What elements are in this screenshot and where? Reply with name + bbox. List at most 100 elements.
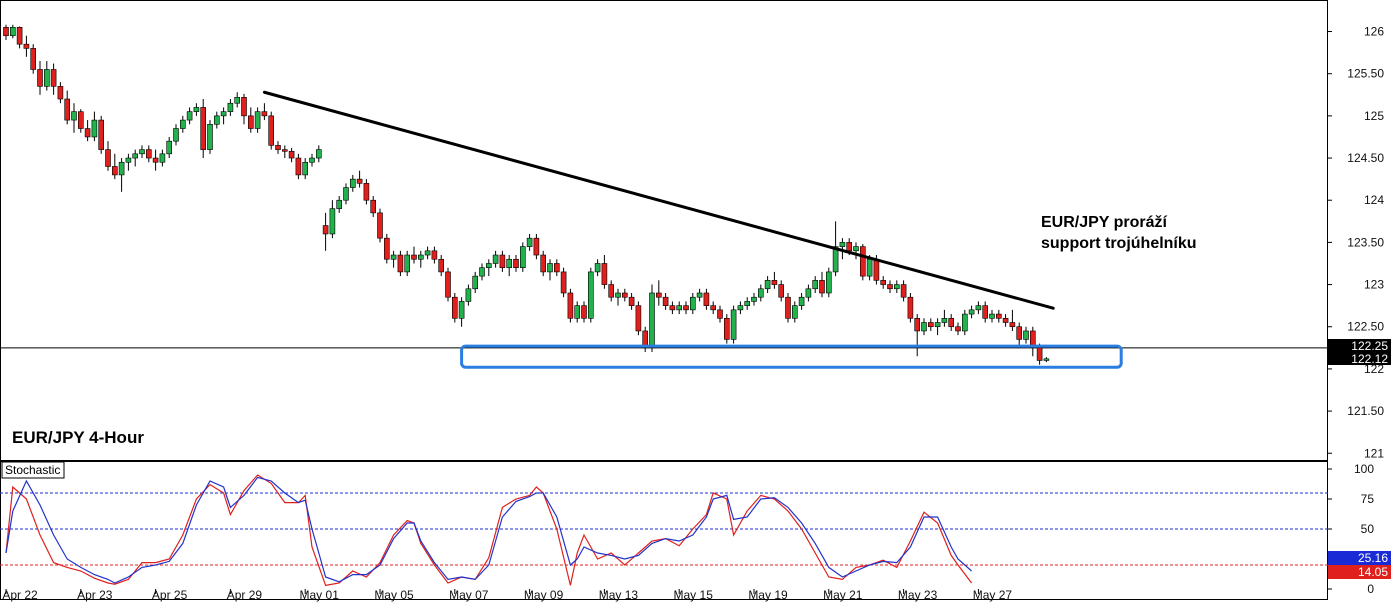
candle-body	[587, 271, 594, 319]
candle-body	[825, 271, 832, 294]
candle-body	[1036, 347, 1043, 361]
candle-body	[737, 305, 744, 311]
candle-body	[295, 157, 302, 176]
price-tick-label: 123.50	[1347, 235, 1384, 249]
candle-body	[30, 48, 37, 70]
candle-body	[1009, 322, 1016, 328]
candle-body	[914, 317, 921, 332]
candle-body	[146, 149, 152, 159]
candle-body	[676, 305, 683, 311]
price-tick-label: 122	[1364, 362, 1384, 376]
candle-body	[771, 280, 778, 285]
candle-body	[383, 237, 390, 260]
time-tick-label: Apr 25	[152, 588, 188, 602]
candle-body	[248, 115, 254, 129]
price-tick-label: 126	[1364, 25, 1384, 39]
time-tick-label: May 27	[973, 588, 1013, 602]
candle-body	[3, 27, 9, 37]
price-tick-label: 125.50	[1347, 67, 1384, 81]
candle-body	[363, 183, 370, 201]
candle-body	[805, 288, 812, 298]
candle-body	[1043, 358, 1050, 361]
trendline	[262, 90, 1055, 310]
candle-body	[574, 305, 581, 319]
candle-body	[417, 254, 424, 260]
candle-body	[907, 296, 914, 319]
time-axis: Apr 22 Apr 23 Apr 25 Apr 29 May 01 May 05 May …	[2, 588, 1012, 602]
candle-body	[356, 178, 363, 184]
candle-body	[778, 284, 785, 298]
candle-body	[744, 301, 751, 306]
candle-body	[207, 124, 213, 150]
candle-body	[975, 305, 982, 311]
candle-body	[968, 309, 975, 315]
candle-body	[989, 313, 995, 319]
candle-body	[479, 267, 485, 277]
candle-body	[139, 149, 145, 155]
candle-body	[880, 280, 887, 285]
candle-body	[451, 296, 458, 319]
candle-body	[404, 254, 411, 273]
stoch-tick-label: 50	[1361, 522, 1375, 536]
candle-body	[472, 275, 479, 290]
time-tick-label: May 01	[300, 588, 340, 602]
price-badge-close: 122.12	[1351, 352, 1388, 366]
candle-body	[57, 86, 64, 100]
candle-body	[431, 250, 438, 260]
candle-body	[710, 305, 717, 311]
candle-body	[853, 246, 859, 252]
candle-body	[1023, 330, 1029, 340]
time-tick-label: May 07	[449, 588, 489, 602]
candle-body	[397, 254, 404, 273]
time-tick-label: May 09	[524, 588, 564, 602]
candle-body	[655, 292, 662, 298]
candle-body	[78, 111, 84, 129]
candle-body	[10, 27, 16, 37]
candle-body	[649, 292, 655, 349]
candle-body	[16, 27, 23, 45]
candle-body	[1016, 326, 1023, 340]
price-tick-label: 122.50	[1347, 320, 1384, 334]
candle-body	[1002, 317, 1009, 323]
candle-body	[669, 305, 676, 311]
candle-body	[785, 296, 791, 319]
candle-body	[132, 153, 138, 159]
candle-body	[315, 149, 322, 159]
stoch-signal-line	[5, 476, 972, 584]
candle-body	[662, 296, 669, 306]
candle-body	[764, 280, 771, 290]
candle-body	[948, 317, 955, 328]
candle-body	[621, 292, 628, 298]
time-tick-label: May 23	[898, 588, 938, 602]
candle-body	[982, 305, 989, 319]
candle-body	[37, 69, 43, 87]
candle-body	[934, 322, 941, 328]
candle-body	[839, 242, 846, 247]
candle-body	[275, 145, 281, 150]
candle-body	[220, 111, 227, 117]
candle-body	[757, 288, 764, 298]
candle-body	[567, 292, 574, 319]
candle-body	[519, 246, 526, 268]
candle-body	[105, 149, 111, 167]
stochastic-lines	[5, 474, 973, 587]
candle-body	[832, 246, 839, 273]
candle-body	[540, 254, 547, 273]
candle-body	[547, 263, 553, 273]
candle-body	[628, 296, 635, 306]
candle-body	[812, 280, 819, 290]
candle-body	[955, 326, 961, 332]
chart-annotation: EUR/JPY proráží support trojúhelníku	[1041, 214, 1197, 252]
candle-body	[458, 301, 465, 319]
candle-body	[23, 43, 30, 49]
candle-body	[98, 119, 104, 150]
candle-body	[492, 254, 499, 264]
candle-body	[642, 330, 649, 349]
price-tick-label: 125	[1364, 109, 1384, 123]
candle-body	[846, 242, 853, 252]
price-tick-label: 121	[1364, 446, 1384, 460]
candle-body	[370, 199, 377, 214]
time-tick-label: May 15	[674, 588, 714, 602]
candle-body	[91, 119, 98, 138]
